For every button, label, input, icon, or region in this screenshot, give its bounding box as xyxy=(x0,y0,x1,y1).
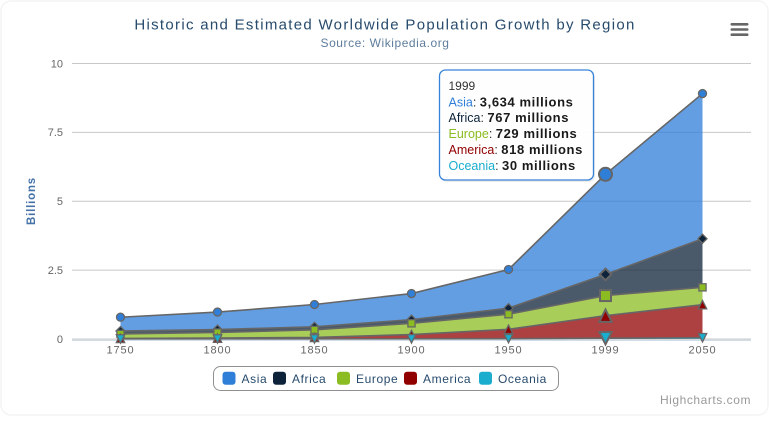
svg-text:Highcharts.com: Highcharts.com xyxy=(660,393,751,407)
svg-text:1950: 1950 xyxy=(494,345,522,357)
svg-text:Europe: Europe xyxy=(356,372,398,386)
svg-text:Source: Wikipedia.org: Source: Wikipedia.org xyxy=(321,36,450,50)
svg-text:1750: 1750 xyxy=(106,345,134,357)
svg-text:Historic and Estimated Worldwi: Historic and Estimated Worldwide Populat… xyxy=(134,17,635,34)
svg-text:2.5: 2.5 xyxy=(48,265,63,277)
svg-text:Asia: 3,634 millions: Asia: 3,634 millions xyxy=(449,94,574,109)
svg-text:5: 5 xyxy=(57,196,63,208)
svg-text:7.5: 7.5 xyxy=(48,127,63,139)
svg-text:Oceania: Oceania xyxy=(498,372,547,386)
svg-text:America: 818 millions: America: 818 millions xyxy=(449,142,583,157)
svg-text:Billions: Billions xyxy=(26,177,38,225)
svg-text:Africa: Africa xyxy=(292,372,326,386)
svg-text:1999: 1999 xyxy=(449,79,476,93)
svg-text:Oceania: 30 millions: Oceania: 30 millions xyxy=(449,158,576,173)
svg-text:0: 0 xyxy=(57,334,63,346)
svg-text:1800: 1800 xyxy=(203,345,231,357)
svg-text:1850: 1850 xyxy=(300,345,328,357)
svg-text:Africa: 767 millions: Africa: 767 millions xyxy=(449,110,570,125)
svg-text:1900: 1900 xyxy=(397,345,425,357)
svg-text:America: America xyxy=(423,372,471,386)
svg-text:Asia: Asia xyxy=(242,372,268,386)
svg-text:10: 10 xyxy=(51,58,63,70)
svg-text:1999: 1999 xyxy=(591,345,619,357)
svg-text:2050: 2050 xyxy=(688,345,716,357)
svg-text:Europe: 729 millions: Europe: 729 millions xyxy=(449,126,578,141)
